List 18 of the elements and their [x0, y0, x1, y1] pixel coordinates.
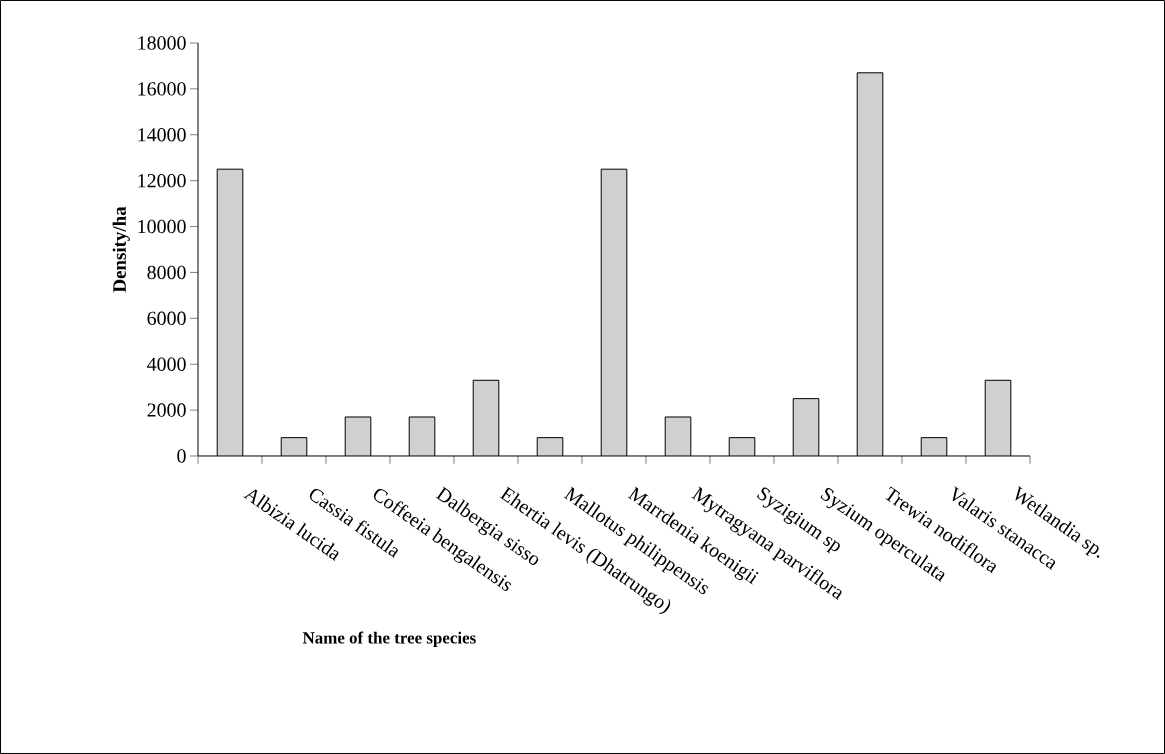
- x-axis-title: Name of the tree species: [302, 631, 476, 648]
- y-tick-label: 4000: [147, 357, 186, 371]
- bar: [857, 72, 883, 456]
- y-tick-label: 0: [177, 449, 186, 463]
- bar: [217, 169, 243, 456]
- y-tick-label: 6000: [147, 311, 186, 326]
- y-tick-label: 16000: [138, 82, 186, 96]
- bar: [601, 169, 627, 456]
- bar: [984, 379, 1012, 456]
- y-axis-title: Density/ha: [112, 206, 130, 293]
- y-tick-label: 14000: [138, 128, 186, 142]
- y-tick-label: 10000: [138, 219, 186, 234]
- y-tick-label: 8000: [147, 265, 186, 280]
- y-tick-label: 18000: [138, 36, 186, 50]
- y-tick-label: 12000: [138, 173, 186, 188]
- bar: [473, 380, 499, 456]
- y-tick-label: 2000: [147, 403, 186, 417]
- bar: [793, 398, 819, 456]
